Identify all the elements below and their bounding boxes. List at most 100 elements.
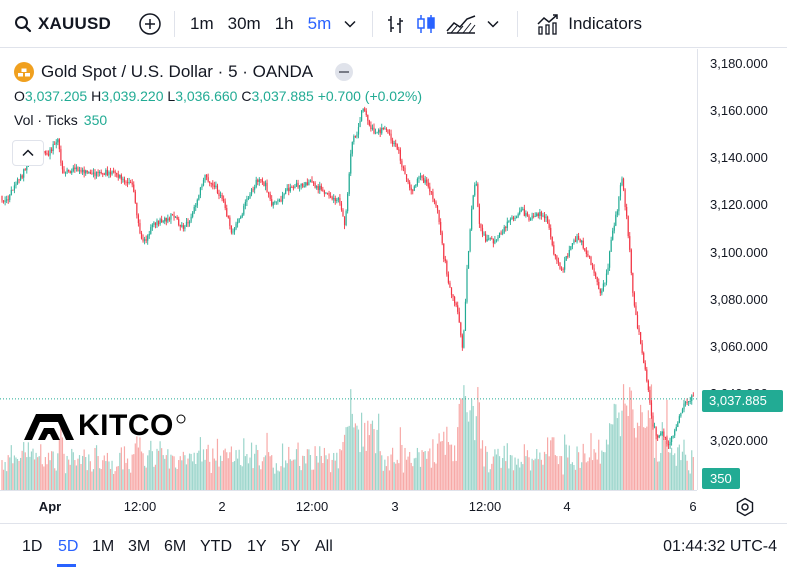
volume-bar [672,455,674,490]
candle-body [247,198,250,200]
volume-bar [207,444,209,490]
area-chart-type-button[interactable] [441,0,481,48]
candle-body [612,230,614,240]
volume-bar [610,424,612,490]
candle-body [82,169,84,172]
candle-body [182,225,184,229]
compare-symbol-button[interactable] [130,0,170,48]
market-status-button[interactable] [335,63,354,81]
volume-bar [55,470,57,490]
price-tick-label: 3,120.000 [710,197,768,213]
candle-body [306,182,308,186]
indicators-button[interactable]: Indicators [518,12,652,36]
candle-body [77,167,79,172]
candles-chart-type-button[interactable] [411,0,441,48]
volume-bar [376,429,378,490]
volume-bar [170,454,172,490]
volume-bar [350,389,352,490]
legend-ohlc: O3,037.205 H3,039.220 L3,036.660 C3,037.… [14,88,422,108]
volume-bar [281,443,284,490]
volume-bar [199,437,201,490]
candle-body [534,216,536,217]
range-button-5y[interactable]: 5Y [281,538,301,555]
candle-body [523,208,525,216]
price-tick-label: 3,100.000 [710,244,768,260]
candle-body [446,261,448,275]
range-button-3m[interactable]: 3M [128,538,151,555]
candle-body [542,215,544,217]
volume-bar [179,456,181,490]
range-button-1y[interactable]: 1Y [247,538,267,555]
candle-body [224,201,226,209]
range-button-all[interactable]: All [315,538,333,555]
range-button-5d[interactable]: 5D [58,538,79,555]
volume-bar [667,452,670,490]
candle-body [359,120,361,128]
price-chart[interactable] [0,49,697,490]
candle-body [361,110,363,121]
volume-bar [392,447,394,490]
candle-body [195,205,197,207]
gold-bars-icon [14,62,34,82]
volume-bar [95,445,98,490]
axis-settings-button[interactable] [735,497,755,517]
volume-bar [525,456,527,490]
collapse-legend-button[interactable] [12,140,44,166]
candle-body [128,182,130,184]
candle-body [164,217,166,222]
candle-body [157,220,160,225]
candle-body [75,167,77,170]
volume-bar [323,447,325,490]
volume-bar [463,385,465,490]
candle-body [455,303,457,306]
clock-timezone[interactable]: 01:44:32 UTC-4 [663,538,777,555]
volume-bar [250,442,253,490]
volume-bar [536,449,538,490]
candle-body [374,132,377,134]
volume-bar [574,469,577,490]
candle-body [385,128,387,130]
interval-1m[interactable]: 1m [190,13,214,33]
volume-bar [356,425,358,490]
volume-bar [655,428,657,490]
interval-30m[interactable]: 30m [227,13,261,33]
volume-bar [548,456,550,490]
candle-body [123,178,126,182]
range-button-1m[interactable]: 1M [92,538,115,555]
interval-1h[interactable]: 1h [274,13,294,33]
volume-bar [591,460,594,490]
time-axis[interactable]: Apr 12:00 2 12:00 3 12:00 4 6 [0,490,697,522]
interval-dropdown-button[interactable] [338,0,362,48]
candle-body [47,154,50,156]
candle-body [356,134,358,137]
candle-body [485,233,487,242]
volume-bar [478,402,480,490]
interval-5m[interactable]: 5m [307,13,332,33]
candle-body [353,136,355,142]
range-button-6m[interactable]: 6M [164,538,187,555]
chart-type-dropdown-button[interactable] [481,0,505,48]
range-button-1d[interactable]: 1D [22,538,43,555]
time-tick-label: 12:00 [295,499,329,514]
last-price-label: 3,037.885 [702,390,783,412]
volume-bar [378,413,380,490]
chart-pane[interactable] [0,49,697,490]
volume-bar [52,451,54,490]
volume-bar [15,457,17,490]
volume-bar [54,468,56,490]
symbol-search-button[interactable]: XAUUSD [0,0,130,47]
volume-bar [130,472,132,490]
candle-body [667,444,670,446]
candle-body [660,433,662,436]
candle-body [554,254,556,257]
range-button-ytd[interactable]: YTD [200,538,232,555]
volume-bar [196,452,198,490]
volume-bar [447,442,449,490]
price-tick-label: 3,020.000 [710,433,768,448]
candle-body [641,343,643,353]
volume-bar [111,460,113,490]
bar-chart-type-button[interactable] [381,0,411,48]
candle-body [500,232,502,234]
price-axis[interactable]: 3,180.000 3,160.000 3,140.000 3,120.000 3,10… [697,49,787,490]
candle-body [557,260,560,263]
